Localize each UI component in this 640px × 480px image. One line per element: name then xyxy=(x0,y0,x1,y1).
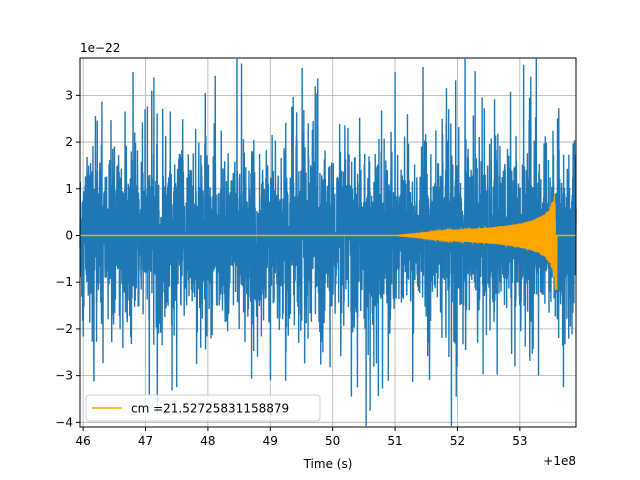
y-tick-label: 0 xyxy=(65,228,73,242)
x-tick-label: 53 xyxy=(512,434,527,448)
ticks: 46 47 48 49 50 51 52 53 −4 −3 −2 −1 0 1 2 3 xyxy=(55,88,527,448)
y-tick-label: −2 xyxy=(55,322,73,336)
x-offset-label: +1e8 xyxy=(543,454,576,468)
y-tick-label: 1 xyxy=(65,182,73,196)
y-tick-label: −4 xyxy=(55,415,73,429)
x-axis-label: Time (s) xyxy=(303,457,353,471)
data-layer xyxy=(79,58,577,427)
x-tick-label: 52 xyxy=(450,434,465,448)
x-tick-label: 50 xyxy=(325,434,340,448)
x-tick-label: 51 xyxy=(387,434,402,448)
legend-label-chirp: cm =21.52725831158879 xyxy=(131,402,289,416)
legend-box xyxy=(85,394,321,422)
y-tick-label: 2 xyxy=(65,135,73,149)
x-tick-label: 48 xyxy=(200,434,215,448)
series-strain-noise xyxy=(79,58,577,427)
y-scale-label: 1e−22 xyxy=(80,41,120,55)
series-chirp-template xyxy=(80,196,576,290)
y-tick-label: −3 xyxy=(55,369,73,383)
y-tick-label: 3 xyxy=(65,88,73,102)
x-tick-label: 47 xyxy=(138,434,153,448)
x-tick-label: 46 xyxy=(75,434,90,448)
x-tick-label: 49 xyxy=(263,434,278,448)
legend: cm =21.52725831158879 xyxy=(85,394,321,422)
y-tick-label: −1 xyxy=(55,275,73,289)
plot-frame xyxy=(79,57,577,428)
